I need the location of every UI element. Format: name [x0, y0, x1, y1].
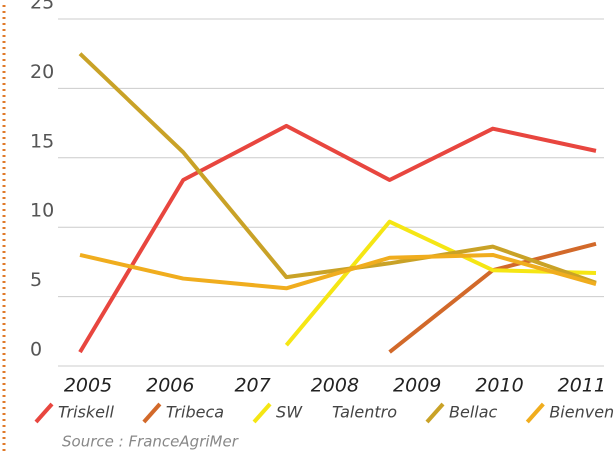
y-tick-label: 0 — [30, 339, 42, 361]
x-tick-label: 2011 — [558, 375, 606, 397]
legend-label: Bellac — [449, 403, 498, 422]
source: Source : FranceAgriMer — [62, 433, 239, 451]
x-tick-label: 2009 — [393, 375, 441, 397]
legend-label: Triskell — [58, 403, 114, 422]
legend-icon — [425, 402, 445, 424]
y-tick-label: 10 — [30, 200, 54, 222]
legend-label: SW — [276, 403, 303, 422]
legend-icon — [142, 402, 162, 424]
legend-label: Talentro — [332, 403, 397, 422]
y-tick-label: 5 — [30, 269, 42, 291]
series-line — [79, 252, 597, 291]
y-tick-label: 25 — [30, 0, 54, 14]
series-line — [284, 219, 597, 347]
legend-icon — [34, 402, 54, 424]
legend-label: Tribeca — [166, 403, 224, 422]
series-line — [78, 52, 597, 285]
x-tick-label: 207 — [234, 375, 270, 397]
y-tick-label: 15 — [30, 130, 54, 152]
x-tick-label: 2010 — [475, 375, 523, 397]
legend-icon — [525, 402, 545, 424]
y-tick-label: 20 — [30, 61, 54, 83]
x-tick-label: 2006 — [146, 375, 194, 397]
legend-icon — [252, 402, 272, 424]
series-line — [78, 123, 597, 354]
legend-label: Bienvenu — [549, 403, 614, 422]
x-tick-label: 2005 — [64, 375, 112, 397]
x-tick-label: 2008 — [311, 375, 359, 397]
